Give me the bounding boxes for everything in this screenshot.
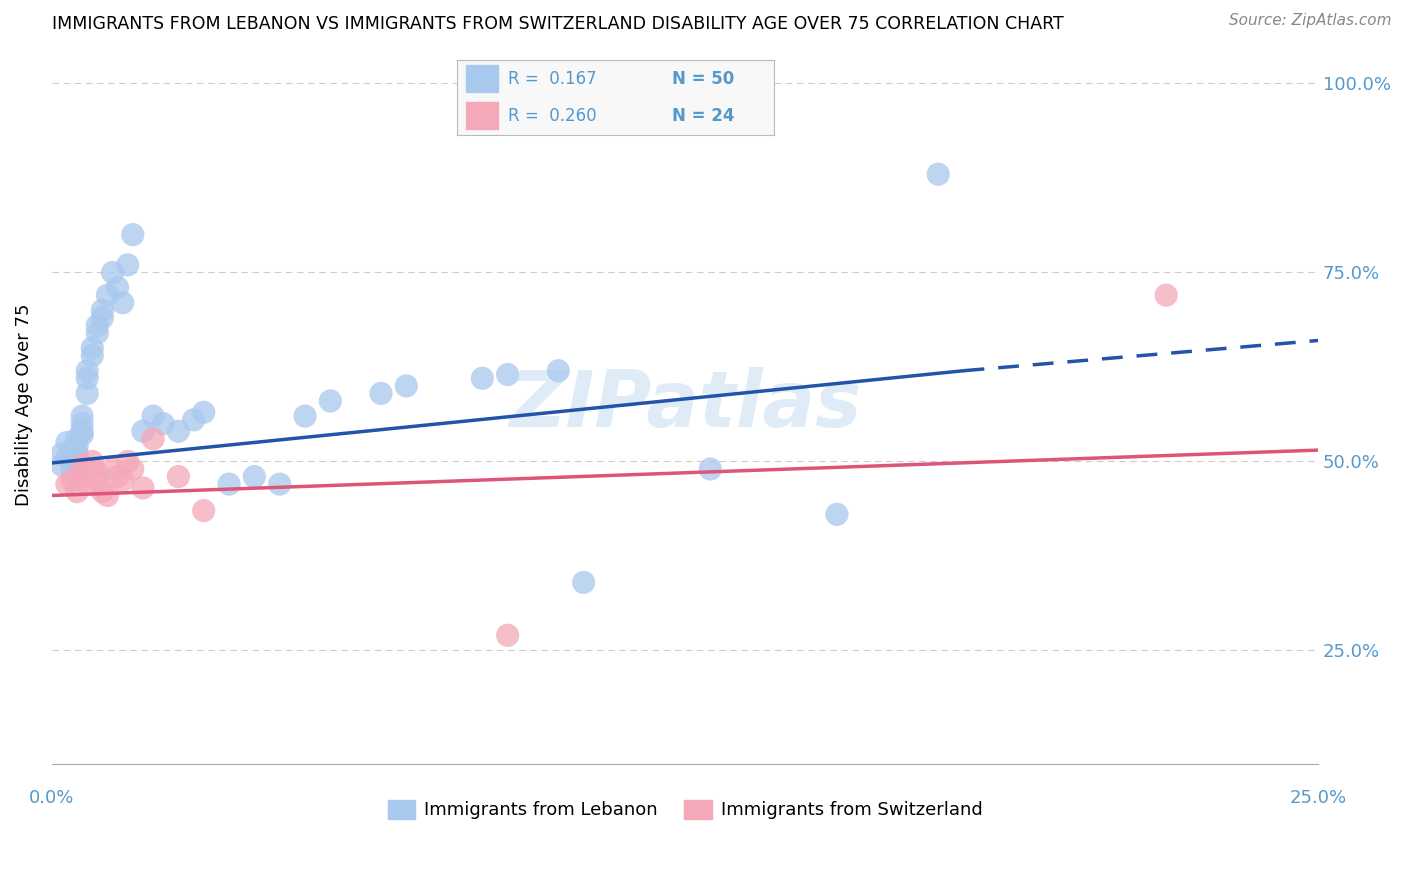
Text: IMMIGRANTS FROM LEBANON VS IMMIGRANTS FROM SWITZERLAND DISABILITY AGE OVER 75 CO: IMMIGRANTS FROM LEBANON VS IMMIGRANTS FR… <box>52 15 1063 33</box>
Point <box>117 454 139 468</box>
Point <box>86 466 108 480</box>
Point <box>107 280 129 294</box>
Point <box>167 469 190 483</box>
Point <box>193 405 215 419</box>
Point <box>699 462 721 476</box>
Point <box>70 409 93 423</box>
Point <box>193 503 215 517</box>
Point <box>142 409 165 423</box>
Point <box>60 473 83 487</box>
Point <box>66 484 89 499</box>
Point <box>117 258 139 272</box>
Point <box>76 386 98 401</box>
Point <box>91 303 114 318</box>
Point <box>121 227 143 242</box>
Point <box>60 462 83 476</box>
Point <box>121 462 143 476</box>
Legend: Immigrants from Lebanon, Immigrants from Switzerland: Immigrants from Lebanon, Immigrants from… <box>381 793 990 827</box>
Point <box>56 435 79 450</box>
Point <box>66 439 89 453</box>
Text: Source: ZipAtlas.com: Source: ZipAtlas.com <box>1229 13 1392 29</box>
Point <box>60 443 83 458</box>
Point <box>76 371 98 385</box>
Point <box>243 469 266 483</box>
Point <box>82 462 104 476</box>
Point <box>70 428 93 442</box>
Point <box>51 447 73 461</box>
Point <box>86 473 108 487</box>
Point <box>101 462 124 476</box>
Point <box>66 447 89 461</box>
Point <box>1154 288 1177 302</box>
Point <box>269 477 291 491</box>
Point <box>76 364 98 378</box>
Point <box>56 477 79 491</box>
Point <box>496 368 519 382</box>
Y-axis label: Disability Age Over 75: Disability Age Over 75 <box>15 303 32 506</box>
Point <box>825 508 848 522</box>
Point <box>111 473 134 487</box>
Point <box>70 424 93 438</box>
Point <box>86 318 108 333</box>
Point <box>96 488 118 502</box>
Point <box>82 341 104 355</box>
Point <box>111 295 134 310</box>
Point <box>319 394 342 409</box>
Point <box>76 477 98 491</box>
Point <box>294 409 316 423</box>
Point <box>86 326 108 340</box>
Point <box>82 349 104 363</box>
Point <box>51 458 73 473</box>
Point <box>60 454 83 468</box>
Point <box>82 454 104 468</box>
Point <box>70 466 93 480</box>
Point <box>496 628 519 642</box>
Point <box>218 477 240 491</box>
Point <box>142 432 165 446</box>
Point <box>66 450 89 465</box>
Point <box>76 469 98 483</box>
Point <box>572 575 595 590</box>
Point <box>152 417 174 431</box>
Point <box>183 413 205 427</box>
Point <box>167 424 190 438</box>
Point <box>66 432 89 446</box>
Text: 0.0%: 0.0% <box>30 789 75 806</box>
Point <box>471 371 494 385</box>
Text: ZIPatlas: ZIPatlas <box>509 367 860 442</box>
Point <box>370 386 392 401</box>
Text: 25.0%: 25.0% <box>1289 789 1347 806</box>
Point <box>395 379 418 393</box>
Point <box>927 167 949 181</box>
Point <box>91 484 114 499</box>
Point <box>547 364 569 378</box>
Point <box>96 288 118 302</box>
Point <box>91 310 114 325</box>
Point <box>70 458 93 473</box>
Point <box>70 417 93 431</box>
Point <box>107 469 129 483</box>
Point <box>132 424 155 438</box>
Point <box>101 265 124 279</box>
Point <box>132 481 155 495</box>
Point <box>56 450 79 465</box>
